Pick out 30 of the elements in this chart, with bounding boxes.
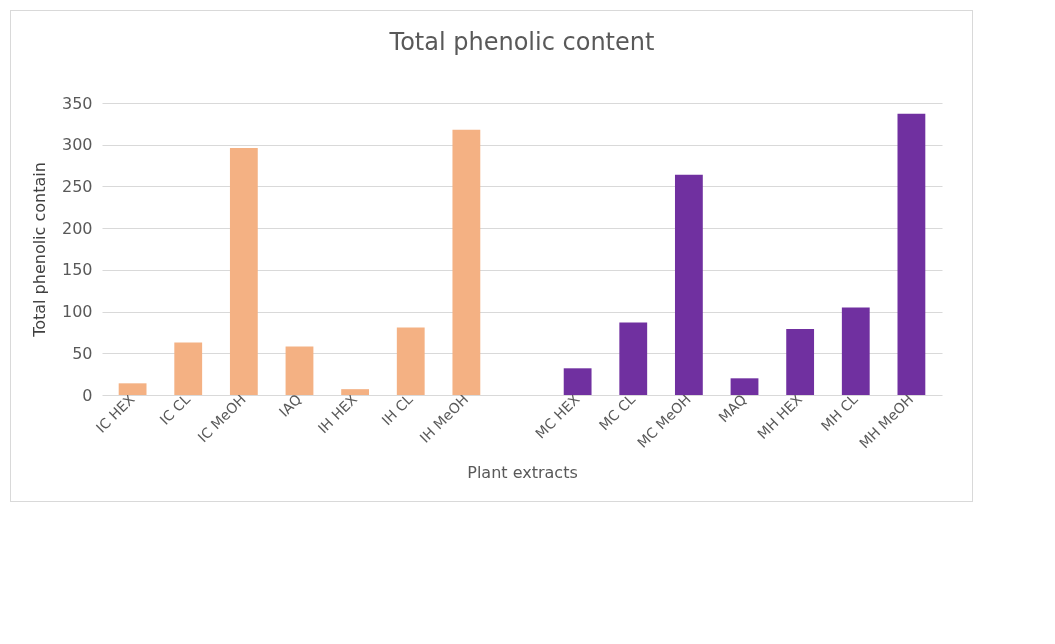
y-axis-title: Total phenolic contain — [29, 162, 49, 338]
bar — [174, 342, 203, 395]
bar — [786, 329, 815, 395]
y-tick-label: 150 — [61, 260, 93, 280]
x-axis-title: Plant extracts — [467, 463, 578, 483]
x-tick-label: MH CL — [817, 391, 861, 435]
bar — [118, 383, 147, 395]
bar — [619, 322, 648, 395]
y-tick-label: 350 — [61, 93, 93, 113]
x-tick-label: MC CL — [595, 391, 639, 434]
bar — [897, 113, 926, 395]
bar — [730, 378, 759, 395]
x-tick-label: IH CL — [378, 391, 416, 429]
bar — [841, 307, 870, 395]
y-tick-label: 300 — [61, 135, 93, 155]
bar — [674, 174, 703, 395]
y-tick-label: 250 — [61, 176, 93, 196]
bar — [396, 327, 425, 395]
bar — [229, 148, 258, 395]
bar — [341, 389, 370, 395]
y-tick-label: 50 — [72, 343, 93, 363]
x-tick-label: IC CL — [156, 391, 194, 428]
bar — [285, 346, 314, 395]
x-tick-label: IAQ — [275, 391, 305, 420]
chart-title: Total phenolic content — [388, 28, 655, 56]
bar — [563, 368, 592, 395]
bar — [452, 129, 481, 395]
y-tick-label: 0 — [82, 385, 93, 405]
y-tick-label: 200 — [61, 218, 93, 238]
y-tick-label: 100 — [61, 302, 93, 322]
